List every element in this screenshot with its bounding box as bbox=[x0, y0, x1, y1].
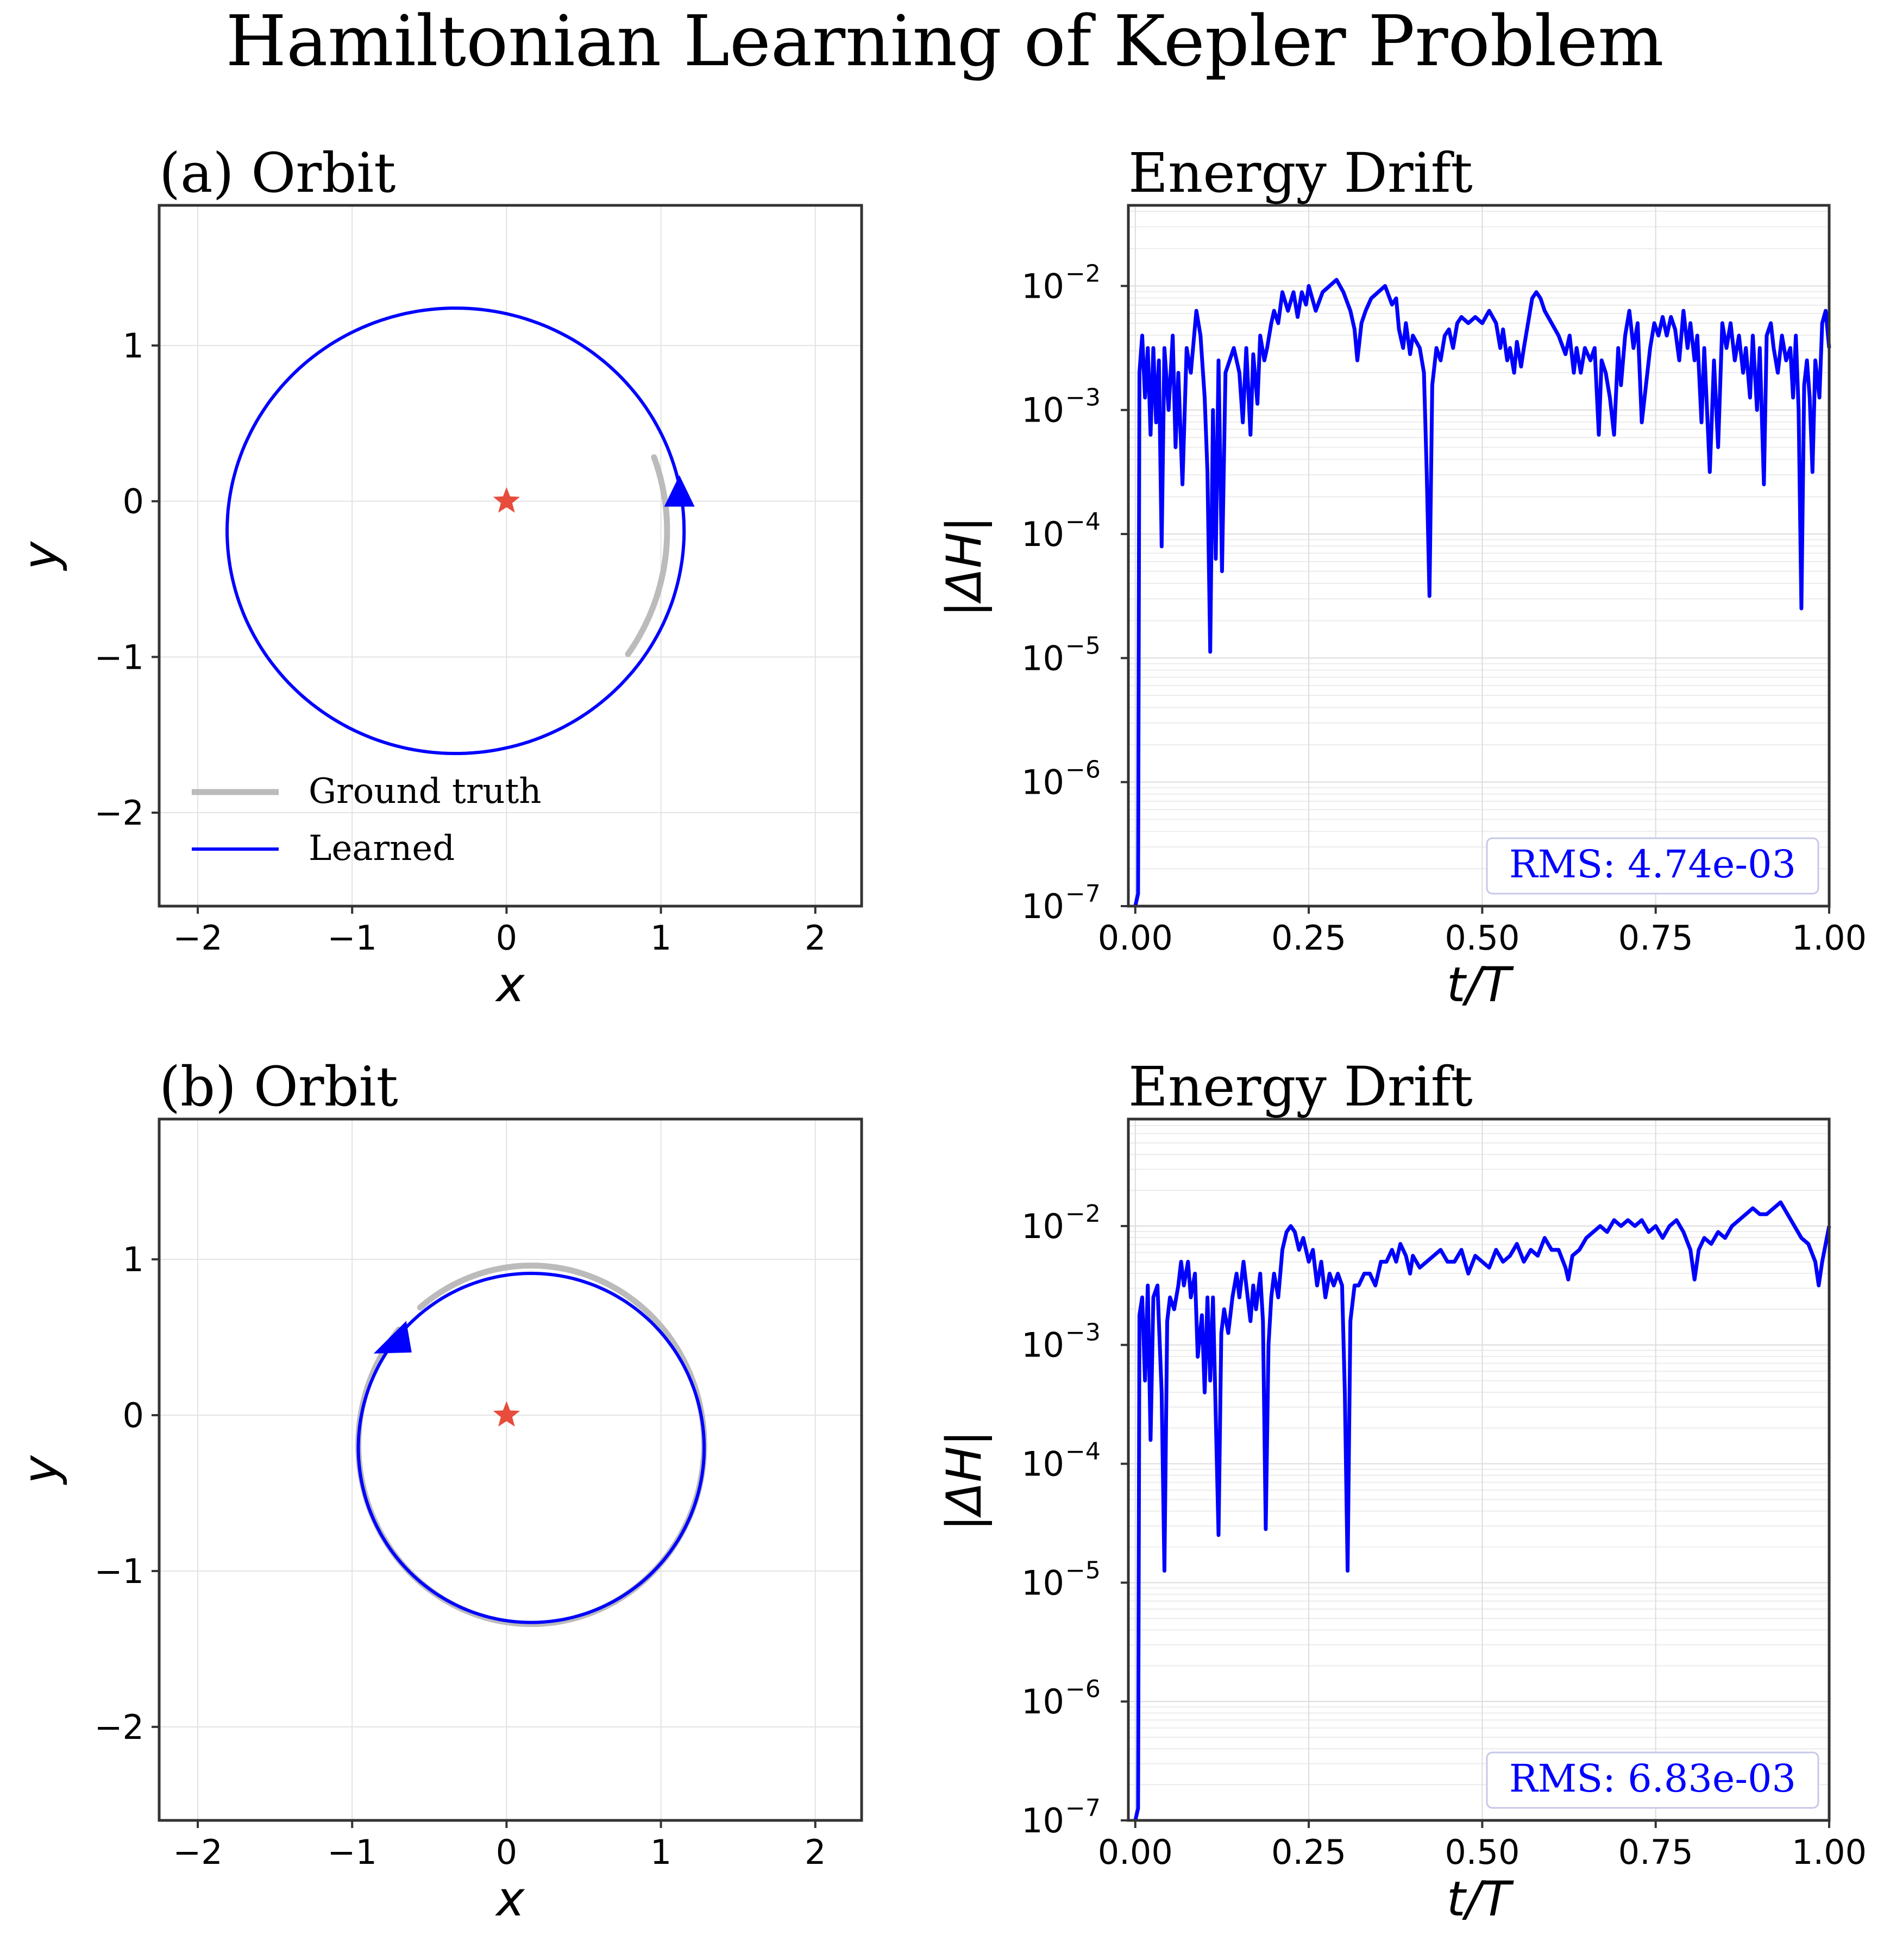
y-tick-base: 10 bbox=[1021, 1801, 1064, 1840]
x-tick-label: −2 bbox=[173, 918, 222, 958]
central-body-star bbox=[493, 1401, 520, 1427]
x-tick-label: 0.00 bbox=[1098, 1832, 1173, 1872]
y-tick-exponent: −7 bbox=[1065, 880, 1101, 908]
y-tick-exponent: −2 bbox=[1065, 1200, 1101, 1228]
y-tick-exponent: −2 bbox=[1065, 260, 1101, 287]
axes-frame bbox=[1127, 1117, 1831, 1822]
y-tick-label: −2 bbox=[95, 1707, 144, 1747]
y-tick-label: 1 bbox=[123, 326, 144, 366]
y-axis-label: y bbox=[12, 541, 68, 571]
x-tick-label: 0.75 bbox=[1618, 1832, 1693, 1872]
orbit-panel-a-orbit: −2 −1 0 1 2 −2 −1 0 1 x y (a) Orbit Ground truth Lear… bbox=[12, 141, 863, 1013]
y-tick-label: 0 bbox=[123, 1396, 144, 1435]
x-tick-label: 1.00 bbox=[1792, 1832, 1867, 1872]
x-tick-label: 1 bbox=[650, 1832, 671, 1872]
x-axis-label: t/T bbox=[1447, 1871, 1514, 1927]
legend-ground-truth-label: Ground truth bbox=[309, 771, 541, 812]
energy-panel-a-energy: 0.00 0.25 0.50 0.75 1.0010−210−310−410−510−6… bbox=[936, 141, 1867, 1013]
x-axis-label: x bbox=[494, 957, 525, 1013]
orbit-panel-b-orbit: −2 −1 0 1 2 −2 −1 0 1 x y (b) Orbit bbox=[12, 1055, 863, 1927]
y-tick-base: 10 bbox=[1021, 763, 1064, 802]
y-tick-base: 10 bbox=[1021, 1563, 1064, 1603]
panels: −2 −1 0 1 2 −2 −1 0 1 x y (a) Orbit Ground truth Lear… bbox=[12, 141, 1867, 1927]
x-tick-label: 0.50 bbox=[1445, 1832, 1519, 1872]
y-tick-exponent: −3 bbox=[1065, 384, 1101, 412]
rms-annotation: RMS: 6.83e-03 bbox=[1509, 1756, 1796, 1801]
energy-panel-b-energy: 0.00 0.25 0.50 0.75 1.0010−210−310−410−510−6… bbox=[936, 1055, 1867, 1927]
x-tick-label: 0.50 bbox=[1445, 918, 1519, 958]
orbit-direction-arrow bbox=[664, 475, 695, 507]
panel-title: (a) Orbit bbox=[159, 141, 395, 205]
y-tick-base: 10 bbox=[1021, 266, 1064, 306]
rms-annotation-box bbox=[1486, 837, 1819, 895]
y-tick-exponent: −5 bbox=[1065, 1556, 1101, 1584]
x-tick-label: 1.00 bbox=[1792, 918, 1867, 958]
central-body-star bbox=[493, 487, 520, 513]
y-tick-exponent: −6 bbox=[1065, 756, 1101, 784]
x-tick-label: 0.75 bbox=[1618, 918, 1693, 958]
y-tick-base: 10 bbox=[1021, 1444, 1064, 1484]
x-tick-label: −1 bbox=[328, 918, 377, 958]
y-tick-label: −1 bbox=[95, 1551, 144, 1591]
learned-orbit bbox=[225, 306, 686, 755]
y-tick-label: −1 bbox=[95, 637, 144, 677]
x-tick-label: 0.25 bbox=[1271, 1832, 1346, 1872]
y-tick-base: 10 bbox=[1021, 1207, 1064, 1246]
panel-title: Energy Drift bbox=[1128, 141, 1473, 205]
axes-frame bbox=[1127, 204, 1831, 908]
energy-drift-line bbox=[1133, 1200, 1831, 1821]
y-tick-base: 10 bbox=[1021, 514, 1064, 554]
axes-frame bbox=[158, 204, 863, 908]
y-tick-label: 1 bbox=[123, 1240, 144, 1279]
panel-title: Energy Drift bbox=[1128, 1055, 1473, 1119]
y-tick-exponent: −4 bbox=[1065, 508, 1101, 536]
rms-annotation-box bbox=[1486, 1751, 1819, 1809]
y-tick-base: 10 bbox=[1021, 638, 1064, 678]
y-tick-base: 10 bbox=[1021, 391, 1064, 430]
y-tick-base: 10 bbox=[1021, 1682, 1064, 1722]
x-tick-label: −1 bbox=[328, 1832, 377, 1872]
y-tick-exponent: −4 bbox=[1065, 1438, 1101, 1466]
y-axis-label: y bbox=[12, 1455, 68, 1486]
y-tick-exponent: −3 bbox=[1065, 1319, 1101, 1347]
x-axis-label: x bbox=[494, 1871, 525, 1927]
y-tick-exponent: −5 bbox=[1065, 632, 1101, 659]
y-tick-base: 10 bbox=[1021, 887, 1064, 926]
x-axis-label: t/T bbox=[1447, 957, 1514, 1013]
energy-drift-line bbox=[1133, 278, 1831, 907]
learned-orbit bbox=[356, 1271, 706, 1624]
x-tick-label: 2 bbox=[805, 1832, 826, 1872]
x-tick-label: 2 bbox=[805, 918, 826, 958]
x-tick-label: 0 bbox=[496, 1832, 517, 1872]
y-axis-label: |ΔH| bbox=[936, 516, 993, 617]
legend-learned-label: Learned bbox=[309, 828, 455, 869]
y-tick-label: −2 bbox=[95, 793, 144, 833]
panel-title: (b) Orbit bbox=[159, 1055, 398, 1119]
orbit-direction-arrow bbox=[373, 1321, 412, 1354]
x-tick-label: 0.25 bbox=[1271, 918, 1346, 958]
y-tick-exponent: −7 bbox=[1065, 1794, 1101, 1822]
y-axis-label: |ΔH| bbox=[936, 1430, 993, 1531]
x-tick-label: −2 bbox=[173, 1832, 222, 1872]
x-tick-label: 0 bbox=[496, 918, 517, 958]
y-tick-base: 10 bbox=[1021, 1325, 1064, 1365]
rms-annotation: RMS: 4.74e-03 bbox=[1509, 842, 1796, 887]
x-tick-label: 0.00 bbox=[1098, 918, 1173, 958]
figure-title: Hamiltonian Learning of Kepler Problem bbox=[225, 1, 1663, 82]
x-tick-label: 1 bbox=[650, 918, 671, 958]
y-tick-exponent: −6 bbox=[1065, 1675, 1101, 1703]
axes-frame bbox=[158, 1117, 863, 1822]
y-tick-label: 0 bbox=[123, 482, 144, 522]
ground-truth-orbit bbox=[625, 454, 670, 657]
